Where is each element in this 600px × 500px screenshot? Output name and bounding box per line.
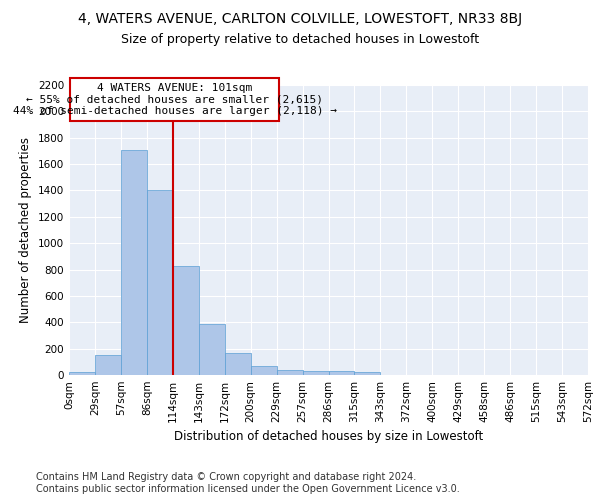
Bar — [355, 372, 380, 375]
Text: 4 WATERS AVENUE: 101sqm
← 55% of detached houses are smaller (2,615)
44% of semi: 4 WATERS AVENUE: 101sqm ← 55% of detache… — [13, 83, 337, 116]
Bar — [69, 372, 95, 375]
Bar — [225, 353, 251, 375]
Y-axis label: Number of detached properties: Number of detached properties — [19, 137, 32, 323]
Text: Size of property relative to detached houses in Lowestoft: Size of property relative to detached ho… — [121, 32, 479, 46]
Text: Contains HM Land Registry data © Crown copyright and database right 2024.
Contai: Contains HM Land Registry data © Crown c… — [36, 472, 460, 494]
X-axis label: Distribution of detached houses by size in Lowestoft: Distribution of detached houses by size … — [174, 430, 483, 444]
FancyBboxPatch shape — [70, 78, 279, 120]
Bar — [95, 354, 121, 375]
Bar — [147, 190, 173, 375]
Bar — [121, 150, 147, 375]
Bar — [173, 266, 199, 375]
Bar — [277, 370, 302, 375]
Bar — [329, 371, 355, 375]
Bar — [302, 371, 329, 375]
Bar — [251, 366, 277, 375]
Text: 4, WATERS AVENUE, CARLTON COLVILLE, LOWESTOFT, NR33 8BJ: 4, WATERS AVENUE, CARLTON COLVILLE, LOWE… — [78, 12, 522, 26]
Bar — [199, 324, 224, 375]
